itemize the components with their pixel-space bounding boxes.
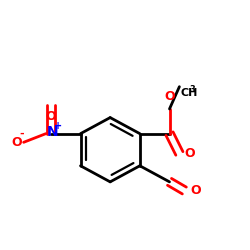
Text: O: O (164, 90, 175, 103)
Text: O: O (46, 110, 56, 123)
Text: CH: CH (180, 88, 198, 98)
Text: O: O (12, 136, 22, 149)
Text: N: N (46, 126, 58, 140)
Text: -: - (19, 129, 24, 139)
Text: O: O (184, 147, 195, 160)
Text: +: + (54, 121, 62, 131)
Text: O: O (190, 184, 201, 197)
Text: 3: 3 (190, 86, 196, 94)
